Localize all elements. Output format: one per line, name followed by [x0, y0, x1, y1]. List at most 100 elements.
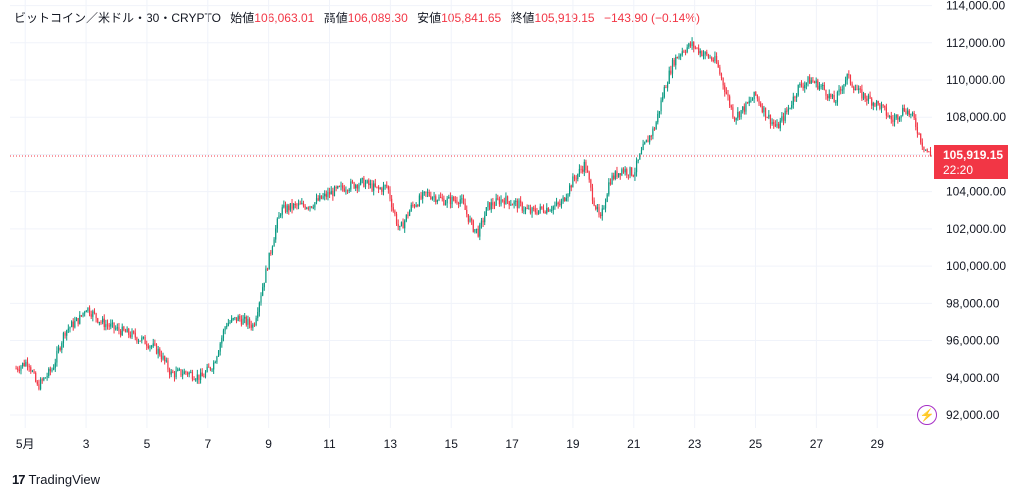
candle-body — [134, 332, 136, 338]
candle-body — [353, 182, 355, 189]
candle-body — [600, 214, 602, 216]
candle-body — [537, 210, 540, 215]
candle-body — [689, 43, 692, 46]
candle-body — [309, 206, 311, 209]
candle-body — [874, 103, 876, 107]
candle-body — [773, 122, 775, 125]
candle-body — [719, 67, 721, 74]
candle-body — [898, 117, 901, 120]
candle-body — [208, 366, 210, 368]
lightning-bolt-icon[interactable]: ⚡ — [917, 405, 937, 425]
candle-body — [355, 185, 357, 189]
candle-body — [560, 201, 563, 206]
time-axis[interactable]: 5月 3 5 7 9 11 13 15 17 19 21 23 25 27 29 — [16, 437, 884, 451]
price-tick-label: 98,000.00 — [946, 296, 1000, 310]
candle-body — [49, 368, 51, 372]
candle-body — [366, 180, 368, 183]
candle-body — [242, 318, 244, 325]
candle-body — [175, 370, 177, 378]
candle-body — [90, 314, 92, 317]
candle-body — [391, 198, 393, 208]
candle-body — [281, 207, 283, 215]
candle-body — [412, 204, 414, 206]
tradingview-branding[interactable]: 17 TradingView — [12, 472, 100, 487]
candle-body — [217, 351, 220, 357]
candle-body — [209, 367, 211, 370]
candle-body — [173, 372, 176, 378]
time-tick-label: 15 — [445, 437, 459, 451]
candle-body — [46, 376, 48, 378]
candle-body — [601, 208, 603, 216]
candle-body — [725, 91, 727, 94]
candle-body — [453, 196, 455, 201]
candle-body — [146, 344, 148, 346]
time-tick-label: 13 — [384, 437, 398, 451]
candle-body — [18, 369, 20, 371]
candle-body — [887, 115, 889, 117]
candle-body — [706, 52, 708, 55]
candle-body — [884, 105, 886, 108]
candle-body — [199, 372, 202, 380]
candle-body — [859, 88, 861, 90]
candle-body — [637, 159, 639, 161]
candle-body — [358, 184, 360, 189]
candle-body — [53, 367, 55, 370]
ohlc-legend: ビットコイン／米ドル・30・CRYPTO 始値106,063.01 高値106,… — [14, 9, 700, 26]
candle-body — [554, 205, 556, 207]
candle-body — [165, 360, 167, 362]
candle-body — [57, 347, 60, 351]
candle-body — [193, 379, 195, 381]
candle-body — [735, 118, 737, 121]
candle-body — [245, 316, 247, 325]
candle-body — [39, 379, 42, 390]
price-tick-label: 112,000.00 — [946, 36, 1005, 50]
candle-body — [351, 181, 354, 183]
candle-body — [270, 252, 272, 254]
candle-body — [404, 220, 406, 229]
candle-body — [582, 169, 584, 172]
time-tick-label: 3 — [83, 437, 90, 451]
candle-body — [619, 173, 621, 176]
candle-body — [80, 315, 82, 317]
candle-body — [413, 205, 416, 207]
candle-body — [149, 346, 151, 349]
candle-body — [371, 183, 373, 191]
candle-body — [454, 200, 456, 202]
candle-body — [441, 197, 443, 199]
candle-body — [787, 108, 790, 112]
symbol-title[interactable]: ビットコイン／米ドル・30・CRYPTO — [14, 11, 221, 25]
candle-body — [760, 103, 762, 107]
candle-body — [800, 83, 803, 87]
candle-body — [616, 171, 618, 177]
candle-body — [168, 369, 171, 375]
candle-body — [585, 161, 587, 171]
candle-body — [263, 282, 265, 288]
candle-body — [376, 186, 378, 188]
candle-body — [206, 366, 208, 372]
candle-body — [226, 325, 228, 328]
candle-body — [717, 62, 719, 68]
candle-body — [131, 331, 133, 338]
candle-body — [586, 170, 589, 173]
candle-body — [374, 183, 376, 187]
candle-body — [835, 102, 837, 104]
candle-body — [831, 94, 834, 98]
candle-body — [680, 54, 682, 56]
candle-body — [929, 151, 932, 156]
candle-body — [250, 324, 252, 328]
candle-body — [387, 186, 389, 190]
price-axis[interactable]: 92,000.00 94,000.00 96,000.00 98,000.00 100,… — [946, 0, 1006, 422]
candle-body — [425, 191, 427, 193]
candle-body — [596, 207, 598, 210]
candle-body — [704, 52, 706, 55]
time-tick-label: 21 — [627, 437, 641, 451]
candle-body — [707, 54, 710, 58]
price-tick-label: 100,000.00 — [946, 259, 1006, 273]
candle-body — [77, 317, 79, 324]
candle-body — [493, 205, 496, 207]
candle-body — [678, 55, 680, 59]
candle-body — [598, 207, 600, 215]
candle-body — [875, 101, 878, 107]
candle-body — [253, 324, 256, 326]
